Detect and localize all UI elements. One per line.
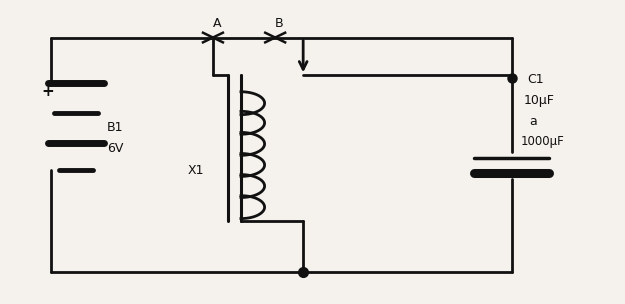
Text: 10μF: 10μF: [524, 94, 555, 107]
Text: C1: C1: [527, 73, 544, 86]
Text: 1000μF: 1000μF: [521, 135, 565, 148]
Text: +: +: [42, 84, 54, 99]
Text: 6V: 6V: [107, 143, 124, 155]
Text: a: a: [529, 116, 537, 128]
Text: B1: B1: [107, 121, 124, 134]
Text: B: B: [275, 18, 284, 30]
Text: X1: X1: [188, 164, 204, 177]
Text: A: A: [213, 18, 221, 30]
